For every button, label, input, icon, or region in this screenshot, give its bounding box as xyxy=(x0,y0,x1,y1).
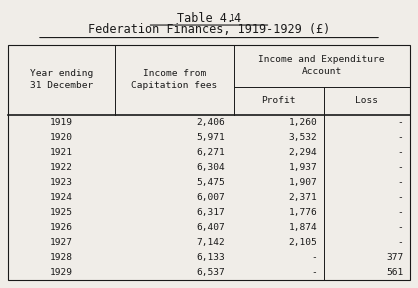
Text: -: - xyxy=(398,238,404,247)
Text: 6,407: 6,407 xyxy=(196,223,225,232)
Text: -: - xyxy=(312,253,318,262)
Text: Loss: Loss xyxy=(355,96,378,105)
Text: -: - xyxy=(398,223,404,232)
Text: -: - xyxy=(398,148,404,157)
Text: 2,105: 2,105 xyxy=(289,238,318,247)
Text: -: - xyxy=(398,208,404,217)
Text: 377: 377 xyxy=(386,253,404,262)
Text: 1926: 1926 xyxy=(50,223,73,232)
Text: 1,874: 1,874 xyxy=(289,223,318,232)
Text: 6,304: 6,304 xyxy=(196,163,225,172)
Text: Year ending
31 December: Year ending 31 December xyxy=(30,69,93,90)
Text: Income and Expenditure
Account: Income and Expenditure Account xyxy=(258,56,385,76)
Text: Income from
Capitation fees: Income from Capitation fees xyxy=(131,69,217,90)
Text: Profit: Profit xyxy=(261,96,296,105)
Text: -: - xyxy=(398,133,404,142)
Text: 6,007: 6,007 xyxy=(196,193,225,202)
Text: 1923: 1923 xyxy=(50,178,73,187)
Text: 6,317: 6,317 xyxy=(196,208,225,217)
Text: 5,971: 5,971 xyxy=(196,133,225,142)
Text: 5,475: 5,475 xyxy=(196,178,225,187)
Text: -: - xyxy=(398,178,404,187)
Text: -: - xyxy=(398,163,404,172)
Text: 1924: 1924 xyxy=(50,193,73,202)
Text: 561: 561 xyxy=(386,268,404,277)
Text: 6,133: 6,133 xyxy=(196,253,225,262)
Text: 1927: 1927 xyxy=(50,238,73,247)
Text: 7,142: 7,142 xyxy=(196,238,225,247)
Text: -: - xyxy=(398,118,404,127)
Text: 2,294: 2,294 xyxy=(289,148,318,157)
Text: 3,532: 3,532 xyxy=(289,133,318,142)
Text: 1922: 1922 xyxy=(50,163,73,172)
Text: 6,271: 6,271 xyxy=(196,148,225,157)
Text: Table 4.4: Table 4.4 xyxy=(177,12,241,24)
Text: -: - xyxy=(312,268,318,277)
Text: 6,537: 6,537 xyxy=(196,268,225,277)
Text: 1920: 1920 xyxy=(50,133,73,142)
Text: 1929: 1929 xyxy=(50,268,73,277)
Text: 2,406: 2,406 xyxy=(196,118,225,127)
Text: 1,937: 1,937 xyxy=(289,163,318,172)
Text: -: - xyxy=(398,193,404,202)
Text: 1,260: 1,260 xyxy=(289,118,318,127)
Text: 1919: 1919 xyxy=(50,118,73,127)
Text: Federation Finances, 1919-1929 (£): Federation Finances, 1919-1929 (£) xyxy=(88,23,330,36)
Text: 1: 1 xyxy=(229,14,234,23)
Text: 2,371: 2,371 xyxy=(289,193,318,202)
Text: 1925: 1925 xyxy=(50,208,73,217)
Text: 1928: 1928 xyxy=(50,253,73,262)
Text: 1921: 1921 xyxy=(50,148,73,157)
Text: 1,776: 1,776 xyxy=(289,208,318,217)
Text: 1,907: 1,907 xyxy=(289,178,318,187)
